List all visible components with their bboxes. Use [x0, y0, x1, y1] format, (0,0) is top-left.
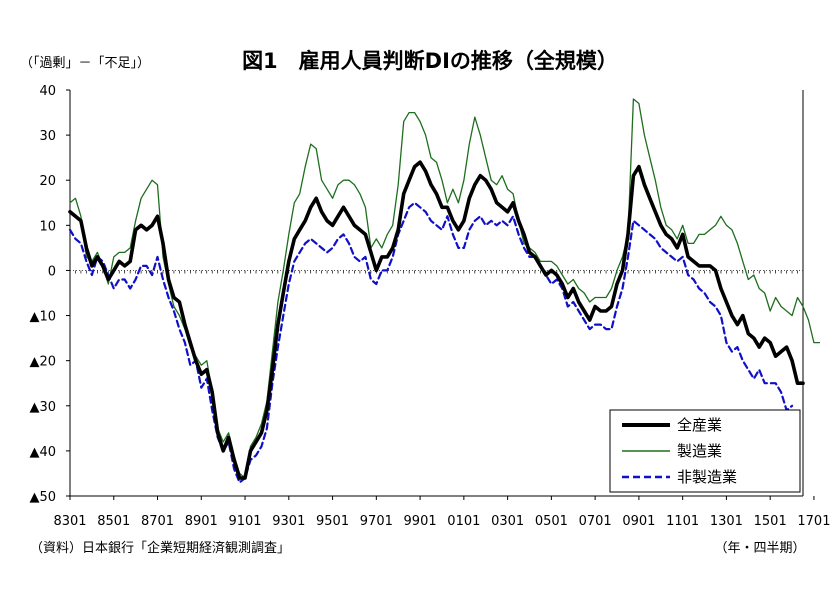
y-tick-label: ▲30: [29, 400, 56, 415]
x-tick-label: 1101: [666, 514, 699, 529]
x-tick-label: 8701: [141, 514, 174, 529]
series-line-nonmanufacturing: [68, 201, 794, 484]
x-tick-label: 0501: [535, 514, 568, 529]
plot-area: 40 30 20 10 0 ▲10 ▲20 ▲30 ▲40 ▲50 8301 8501 8701 8901…: [29, 84, 830, 529]
x-axis-label: （年・四半期）: [714, 541, 805, 556]
x-tick-label: 9101: [228, 514, 261, 529]
y-tick-label: ▲50: [29, 490, 56, 505]
y-tick-label: 0: [48, 264, 56, 279]
y-axis-label: （「過剰」－「不足」）: [20, 56, 150, 71]
x-tick-label: 1301: [710, 514, 743, 529]
x-tick-label: 1501: [754, 514, 787, 529]
x-tick-label: 1701: [797, 514, 830, 529]
legend-label-manufacturing: 製造業: [677, 442, 722, 460]
chart-title: 図1 雇用人員判断DIの推移（全規模）: [242, 49, 618, 73]
x-tick-label: 9301: [272, 514, 305, 529]
y-tick-label: ▲20: [29, 355, 56, 370]
x-tick-label: 8901: [185, 514, 218, 529]
x-tick-label: 0701: [579, 514, 612, 529]
x-tick-label: 9901: [404, 514, 437, 529]
x-tick-label: 9701: [360, 514, 393, 529]
y-tick-label: 10: [39, 219, 56, 234]
y-tick-label: 30: [39, 129, 56, 144]
x-tick-label: 0901: [622, 514, 655, 529]
x-tick-label: 9501: [316, 514, 349, 529]
legend-label-nonmanufacturing: 非製造業: [677, 468, 737, 486]
y-tick-label: ▲10: [29, 310, 56, 325]
y-tick-label: ▲40: [29, 445, 56, 460]
x-tick-label: 0301: [491, 514, 524, 529]
legend-label-all: 全産業: [677, 416, 722, 434]
series-line-all: [68, 160, 805, 480]
x-tick-label: 0101: [447, 514, 480, 529]
y-tick-label: 20: [39, 174, 56, 189]
legend: 全産業 製造業 非製造業: [609, 409, 801, 493]
source-note: （資料）日本銀行「企業短期経済観測調査」: [30, 540, 290, 556]
x-tick-label: 8501: [97, 514, 130, 529]
y-tick-label: 40: [39, 84, 56, 99]
x-tick-label: 8301: [53, 514, 86, 529]
